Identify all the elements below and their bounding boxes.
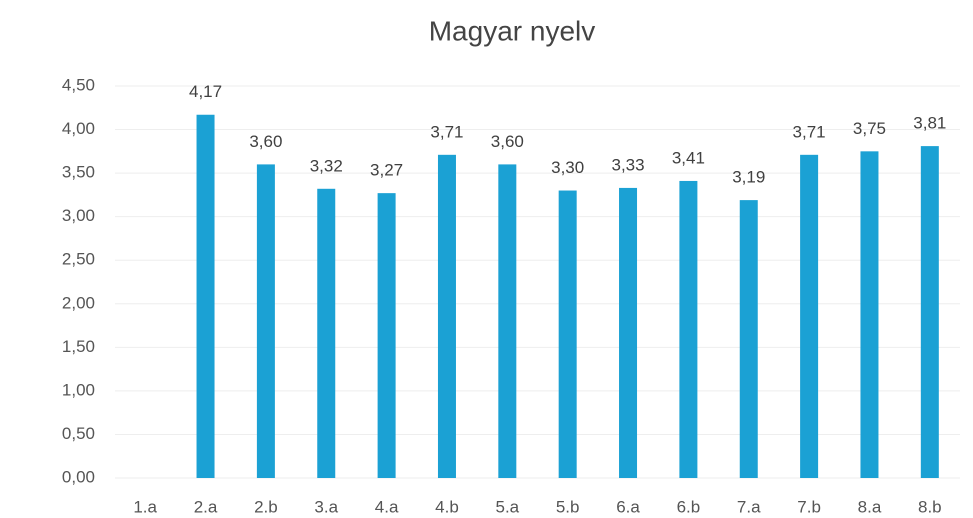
bar xyxy=(860,151,879,479)
y-tick-label: 3,50 xyxy=(62,163,95,182)
x-tick-label: 4.a xyxy=(375,497,399,516)
bar xyxy=(619,187,638,479)
y-tick-label: 2,00 xyxy=(62,293,95,312)
x-tick-label: 5.b xyxy=(556,497,580,516)
value-label: 3,27 xyxy=(370,161,403,180)
value-label: 3,60 xyxy=(491,132,524,151)
x-tick-label: 2.a xyxy=(194,497,218,516)
x-tick-label: 8.b xyxy=(918,497,942,516)
value-label: 3,19 xyxy=(732,168,765,187)
x-tick-label: 7.a xyxy=(737,497,761,516)
x-tick-label: 6.b xyxy=(677,497,701,516)
bar xyxy=(317,188,336,478)
value-label: 3,33 xyxy=(611,155,644,174)
bar xyxy=(800,154,819,478)
x-tick-label: 6.a xyxy=(616,497,640,516)
y-tick-label: 0,00 xyxy=(62,467,95,486)
value-label: 4,17 xyxy=(189,82,222,101)
value-label: 3,71 xyxy=(430,122,463,141)
y-tick-label: 1,50 xyxy=(62,337,95,356)
x-tick-label: 3.a xyxy=(314,497,338,516)
x-tick-label: 2.b xyxy=(254,497,278,516)
value-label: 3,30 xyxy=(551,158,584,177)
bar xyxy=(437,154,456,478)
x-tick-label: 1.a xyxy=(133,497,157,516)
x-tick-label: 5.a xyxy=(496,497,520,516)
value-label: 3,32 xyxy=(310,156,343,175)
bar xyxy=(739,200,758,479)
y-tick-label: 3,00 xyxy=(62,206,95,225)
y-tick-label: 0,50 xyxy=(62,424,95,443)
bar xyxy=(256,164,275,478)
value-label: 3,75 xyxy=(853,119,886,138)
bar xyxy=(558,190,577,479)
bar xyxy=(498,164,517,478)
bar xyxy=(679,180,698,478)
y-tick-label: 2,50 xyxy=(62,250,95,269)
bar xyxy=(196,114,215,478)
x-tick-label: 7.b xyxy=(797,497,821,516)
bar xyxy=(377,193,396,478)
y-tick-label: 1,00 xyxy=(62,380,95,399)
y-tick-label: 4,00 xyxy=(62,119,95,138)
value-label: 3,60 xyxy=(249,132,282,151)
chart-title: Magyar nyelv xyxy=(429,15,596,46)
value-label: 3,41 xyxy=(672,148,705,167)
x-tick-label: 4.b xyxy=(435,497,459,516)
y-tick-label: 4,50 xyxy=(62,75,95,94)
x-tick-label: 8.a xyxy=(858,497,882,516)
value-label: 3,71 xyxy=(793,122,826,141)
value-label: 3,81 xyxy=(913,114,946,133)
bar xyxy=(920,146,939,478)
